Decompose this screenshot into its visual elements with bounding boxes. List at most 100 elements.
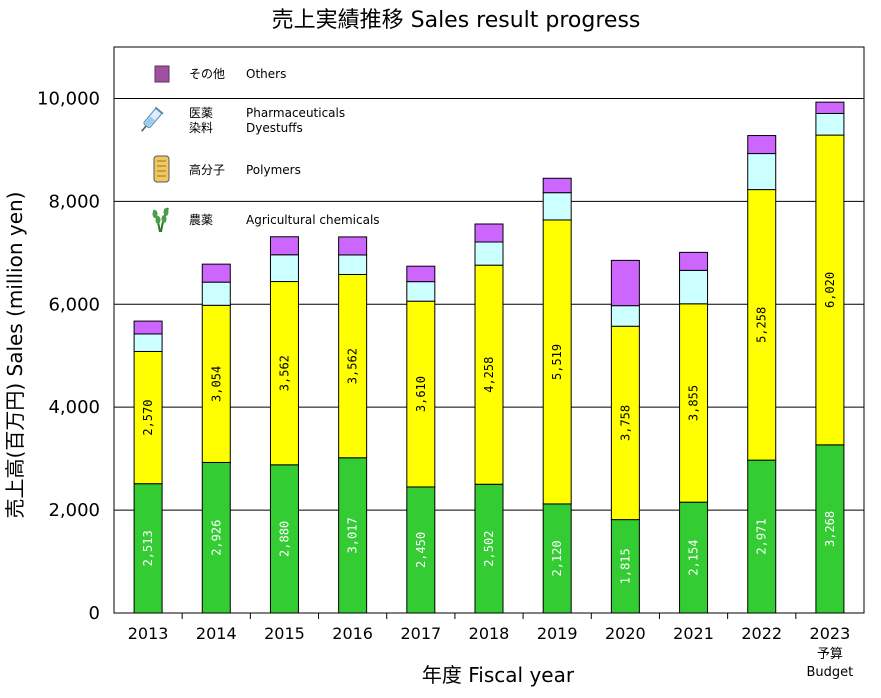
bar-segment <box>679 303 709 503</box>
data-label: 2,154 <box>687 540 701 576</box>
bar-segment <box>338 254 368 275</box>
x-tick-label: 2014 <box>196 624 237 643</box>
y-axis-label: 売上高(百万円) Sales (million yen) <box>3 192 27 519</box>
bar-segment <box>747 189 777 461</box>
bar-segment <box>747 135 777 155</box>
x-tick-label: 2018 <box>469 624 510 643</box>
data-label: 3,017 <box>346 517 360 553</box>
bar-segment <box>406 486 436 614</box>
bar-segment <box>406 281 436 302</box>
syringe-icon <box>141 106 164 132</box>
bar-segment <box>747 459 777 614</box>
bar-segment <box>610 305 640 327</box>
bar-segment <box>542 219 572 505</box>
bar-segment <box>269 254 299 283</box>
bar-segment <box>338 457 368 614</box>
data-label: 5,258 <box>755 307 769 343</box>
legend-others-jp: その他 <box>189 67 225 81</box>
bar-segment <box>133 483 163 614</box>
legend-pharma-en: Pharmaceuticals <box>246 106 345 120</box>
x-tick-label: 2020 <box>605 624 646 643</box>
x-ticks: 2013 2014 2015 2016 2017 2018 2019 2020 2021 2022… <box>128 613 854 680</box>
data-label: 4,258 <box>482 357 496 393</box>
bar-segment <box>542 503 572 614</box>
chart-title: 売上実績推移 Sales result progress <box>272 8 641 33</box>
thread-spool-icon <box>153 155 170 183</box>
data-label: 2,880 <box>277 521 291 557</box>
bar-segment <box>133 320 163 335</box>
data-label: 2,120 <box>550 540 564 576</box>
square-swatch-icon <box>154 65 170 83</box>
bar-segment <box>815 101 845 114</box>
bar-segment <box>542 192 572 221</box>
data-label: 1,815 <box>618 548 632 584</box>
plot-frame <box>113 46 865 614</box>
legend-dye-en: Dyestuffs <box>246 121 303 135</box>
bar-segment <box>338 236 368 256</box>
data-label: 2,926 <box>209 520 223 556</box>
bar-segment <box>338 273 368 459</box>
y-tick-label: 0 <box>89 603 100 624</box>
x-axis-label: 年度 Fiscal year <box>422 663 575 687</box>
data-label: 2,502 <box>482 531 496 567</box>
x-tick-sublabel: Budget <box>807 665 854 680</box>
data-label: 5,519 <box>550 344 564 380</box>
legend-pharma-jp: 医薬 <box>189 106 213 120</box>
bar-segment <box>406 300 436 488</box>
data-label: 3,054 <box>209 366 223 402</box>
legend-agro-jp: 農薬 <box>189 213 213 227</box>
bar-segment <box>679 269 709 305</box>
x-tick-label: 2016 <box>332 624 373 643</box>
x-tick-label: 2015 <box>264 624 305 643</box>
bar-segment <box>474 264 504 485</box>
x-tick-label: 2019 <box>537 624 578 643</box>
bar-segment <box>406 265 436 283</box>
bar-segment <box>474 241 504 266</box>
bar-segment <box>201 263 231 283</box>
data-label: 3,610 <box>414 376 428 412</box>
legend: その他 Others 医薬 Pharmaceuticals 染料 Dyestuf… <box>141 65 380 233</box>
data-label: 3,855 <box>687 385 701 421</box>
bar-segment <box>610 325 640 521</box>
x-tick-sublabel: 予算 <box>817 647 843 662</box>
bar-segment <box>133 333 163 352</box>
bar-segment <box>679 501 709 614</box>
data-label: 3,562 <box>346 348 360 384</box>
bar-segment <box>133 350 163 485</box>
bar-segment <box>542 177 572 194</box>
bar-segment <box>610 259 640 307</box>
x-tick-label: 2021 <box>673 624 714 643</box>
data-label: 2,570 <box>141 400 155 436</box>
data-label: 6,020 <box>823 272 837 308</box>
y-tick-label: 6,000 <box>48 294 100 315</box>
y-tick-label: 10,000 <box>37 88 100 109</box>
bars: 2,513 2,570 2,926 3,054 2,880 3,562 3,017 3,562… <box>133 101 845 614</box>
legend-dye-jp: 染料 <box>189 120 213 135</box>
x-tick-label: 2013 <box>128 624 169 643</box>
data-label: 2,971 <box>755 519 769 555</box>
data-label: 2,450 <box>414 532 428 568</box>
x-tick-label: 2017 <box>400 624 441 643</box>
bar-segment <box>269 236 299 256</box>
data-label: 3,758 <box>618 405 632 441</box>
bar-segment <box>679 251 709 271</box>
y-tick-label: 4,000 <box>48 397 100 418</box>
legend-polymers-jp: 高分子 <box>189 162 225 177</box>
bar-segment <box>610 519 640 614</box>
x-tick-label: 2022 <box>741 624 782 643</box>
bar-segment <box>474 223 504 243</box>
data-label: 3,268 <box>823 511 837 547</box>
rice-plant-icon <box>152 207 169 233</box>
y-tick-label: 8,000 <box>48 191 100 212</box>
data-label: 2,513 <box>141 530 155 566</box>
bar-segment <box>747 153 777 191</box>
bar-segment <box>815 444 845 614</box>
legend-others-en: Others <box>246 67 286 81</box>
legend-polymers-en: Polymers <box>246 163 301 177</box>
legend-agro-en: Agricultural chemicals <box>246 213 380 227</box>
y-tick-label: 2,000 <box>48 500 100 521</box>
bar-segment <box>201 281 231 306</box>
data-label: 3,562 <box>277 355 291 391</box>
y-ticks: 0 2,000 4,000 6,000 8,000 10,000 <box>37 88 100 624</box>
